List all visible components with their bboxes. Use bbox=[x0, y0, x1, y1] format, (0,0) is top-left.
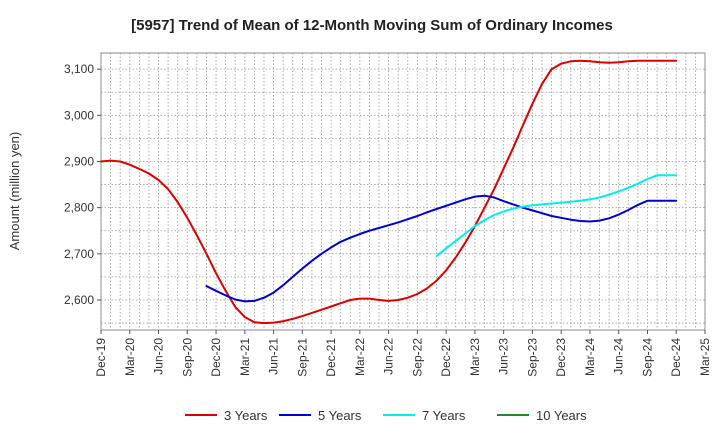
x-tick-label: Sep-21 bbox=[295, 338, 309, 377]
y-tick-label: 2,600 bbox=[64, 293, 94, 307]
x-tick-label: Dec-20 bbox=[209, 338, 223, 377]
x-tick-label: Sep-20 bbox=[180, 338, 194, 377]
x-tick-label: Dec-24 bbox=[669, 338, 683, 377]
plot-area bbox=[100, 52, 706, 331]
x-tick-label: Sep-22 bbox=[410, 338, 424, 377]
x-tick-label: Mar-21 bbox=[238, 338, 252, 376]
x-tick-label: Dec-21 bbox=[324, 338, 338, 377]
x-tick-label: Dec-22 bbox=[439, 338, 453, 377]
x-tick-label: Jun-24 bbox=[612, 338, 626, 375]
legend: 3 Years 5 Years 7 Years 10 Years bbox=[185, 408, 587, 423]
x-tick-label: Dec-23 bbox=[554, 338, 568, 377]
series-line-3-years bbox=[100, 59, 678, 325]
legend-label: 10 Years bbox=[536, 408, 587, 423]
x-tick-label: Jun-20 bbox=[152, 338, 166, 375]
x-axis-ticks: Dec-19 Mar-20 Jun-20 Sep-20 Dec-20 Mar-21 Jun-… bbox=[94, 330, 712, 377]
x-tick-label: Mar-20 bbox=[123, 338, 137, 376]
series-line-7-years bbox=[435, 174, 678, 258]
x-tick-label: Dec-19 bbox=[94, 338, 108, 377]
y-tick-label: 2,900 bbox=[64, 154, 94, 168]
y-tick-label: 3,100 bbox=[64, 62, 94, 76]
y-tick-label: 3,000 bbox=[64, 108, 94, 122]
series-line-5-years bbox=[205, 194, 678, 303]
y-tick-label: 2,800 bbox=[64, 201, 94, 215]
grid-lines bbox=[100, 53, 706, 330]
y-tick-label: 2,700 bbox=[64, 247, 94, 261]
y-axis-label: Amount (million yen) bbox=[7, 132, 22, 251]
x-tick-label: Jun-21 bbox=[267, 338, 281, 375]
x-tick-label: Mar-24 bbox=[583, 338, 597, 376]
series-lines bbox=[100, 59, 678, 325]
x-tick-label: Mar-22 bbox=[353, 338, 367, 376]
x-tick-label: Jun-22 bbox=[382, 338, 396, 375]
legend-label: 5 Years bbox=[318, 408, 362, 423]
chart-title: [5957] Trend of Mean of 12-Month Moving … bbox=[131, 17, 613, 34]
x-tick-label: Mar-23 bbox=[468, 338, 482, 376]
x-tick-label: Mar-25 bbox=[698, 338, 712, 376]
x-tick-label: Sep-24 bbox=[640, 338, 654, 377]
x-tick-label: Sep-23 bbox=[525, 338, 539, 377]
legend-label: 7 Years bbox=[422, 408, 466, 423]
x-tick-label: Jun-23 bbox=[497, 338, 511, 375]
y-axis-ticks: 2,600 2,700 2,800 2,900 3,000 3,100 bbox=[64, 62, 101, 307]
legend-label: 3 Years bbox=[224, 408, 268, 423]
